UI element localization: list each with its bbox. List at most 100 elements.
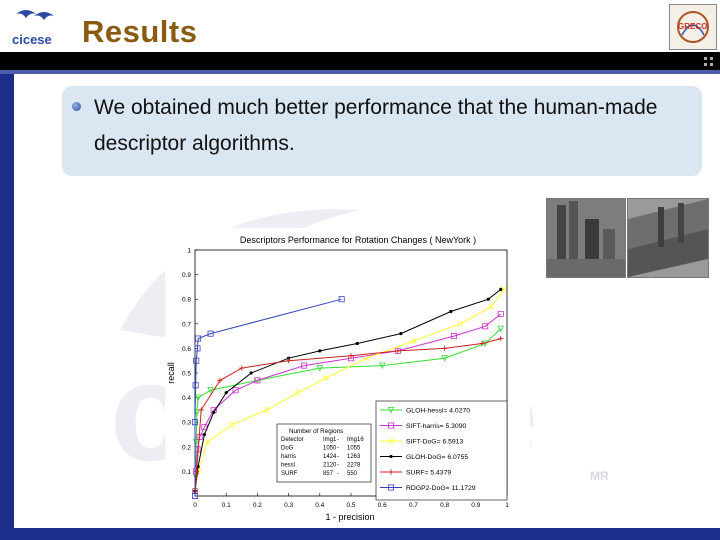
table-cell: 550 xyxy=(347,471,358,477)
y-tick-label: 0.8 xyxy=(182,297,191,304)
x-tick-label: 0.7 xyxy=(409,502,418,509)
x-tick-label: 0.4 xyxy=(315,502,324,509)
table-cell: 2120 xyxy=(323,463,337,469)
data-point xyxy=(499,287,503,291)
bullet-text: We obtained much better performance that… xyxy=(94,96,658,155)
data-point xyxy=(497,310,504,317)
data-point xyxy=(295,389,301,396)
table-cell: - xyxy=(337,446,339,452)
dots-decoration-icon xyxy=(704,57,713,66)
slide-title: Results xyxy=(82,14,198,49)
table-cell: 857 xyxy=(323,471,334,477)
table-cell: - xyxy=(337,471,339,477)
data-point xyxy=(449,309,453,314)
data-point xyxy=(498,335,504,342)
data-point xyxy=(229,421,236,428)
y-tick-label: 0.5 xyxy=(182,371,191,378)
series-line xyxy=(194,289,505,492)
data-point xyxy=(207,387,214,394)
data-point xyxy=(388,469,394,475)
table-cell: harris xyxy=(281,454,296,460)
data-point xyxy=(224,391,228,395)
data-point xyxy=(198,407,204,413)
header-blue-stripe xyxy=(0,70,720,74)
slide-header: cicese Results GRECO xyxy=(0,0,720,52)
data-point xyxy=(318,349,322,353)
y-tick-label: 0.6 xyxy=(182,346,191,353)
y-tick-label: 0.7 xyxy=(182,321,191,328)
data-point xyxy=(249,371,253,375)
data-point xyxy=(388,438,394,444)
data-point xyxy=(410,338,417,344)
data-point xyxy=(399,332,403,336)
chart-title: Descriptors Performance for Rotation Cha… xyxy=(240,235,476,245)
x-tick-label: 0.8 xyxy=(440,502,449,509)
data-point xyxy=(194,394,202,402)
table-cell: DoG xyxy=(281,446,294,452)
greco-badge-icon: GRECO xyxy=(669,4,717,50)
series-line xyxy=(194,328,502,492)
new-york-photo-1 xyxy=(546,198,626,278)
descriptor-performance-chart: Descriptors Performance for Rotation Cha… xyxy=(165,228,530,524)
legend-label: RDGP2-DoG= 11.1729 xyxy=(406,485,476,492)
svg-text:GRECO: GRECO xyxy=(678,22,707,31)
data-point xyxy=(500,286,507,293)
data-point xyxy=(348,353,354,359)
data-point xyxy=(301,362,308,369)
y-tick-label: 0.4 xyxy=(182,395,191,402)
regions-table-box xyxy=(276,423,372,483)
data-point xyxy=(207,330,214,337)
data-point xyxy=(450,333,457,340)
table-cell: 1055 xyxy=(347,446,361,452)
data-point xyxy=(217,377,223,383)
series-line xyxy=(194,298,342,496)
y-tick-label: 0.3 xyxy=(182,420,191,427)
data-point xyxy=(263,406,270,413)
data-point xyxy=(202,432,206,437)
data-point xyxy=(355,341,359,346)
x-tick-label: 1 xyxy=(505,502,509,509)
table-cell: Img1 xyxy=(323,437,337,443)
data-point xyxy=(201,424,208,431)
data-point xyxy=(378,362,386,370)
data-point xyxy=(387,422,394,429)
x-tick-label: 0 xyxy=(193,502,197,509)
data-point xyxy=(482,323,489,330)
legend-label: GLOH-DoG= 6.0755 xyxy=(406,454,468,461)
data-point xyxy=(232,387,239,394)
bullet-panel xyxy=(62,86,702,176)
footer-bar xyxy=(0,528,720,540)
table-cell: SURF xyxy=(281,471,298,477)
x-tick-label: 0.2 xyxy=(253,502,262,509)
data-point xyxy=(441,355,448,362)
data-point xyxy=(387,407,395,414)
new-york-photo-2 xyxy=(627,198,709,278)
table-cell: 2278 xyxy=(347,463,361,469)
series-group xyxy=(192,286,507,494)
data-point xyxy=(212,410,216,414)
y-tick-label: 0.9 xyxy=(182,272,191,279)
y-tick-label: 0.2 xyxy=(182,444,191,451)
x-tick-label: 0.6 xyxy=(378,502,387,509)
data-point xyxy=(192,382,199,389)
legend-label: SIFT-DoG= 6.5913 xyxy=(406,439,463,446)
data-point xyxy=(239,365,245,371)
data-point xyxy=(457,320,464,327)
table-cell: - xyxy=(337,437,339,443)
svg-text:MR: MR xyxy=(590,469,609,483)
chart-xlabel: 1 - precision xyxy=(325,512,374,522)
data-point xyxy=(254,377,261,384)
data-point xyxy=(338,296,345,303)
data-point xyxy=(497,325,505,333)
slide-number: 12 xyxy=(690,509,702,520)
data-point xyxy=(323,375,329,381)
data-point xyxy=(389,454,393,459)
data-point xyxy=(286,358,292,364)
table-cell: - xyxy=(337,454,339,460)
chart-ylabel: recall xyxy=(166,362,176,384)
svg-text:cicese: cicese xyxy=(12,32,52,47)
data-point xyxy=(193,357,200,364)
y-tick-label: 0.1 xyxy=(182,469,191,476)
series-group xyxy=(192,335,504,494)
data-point xyxy=(488,303,495,310)
